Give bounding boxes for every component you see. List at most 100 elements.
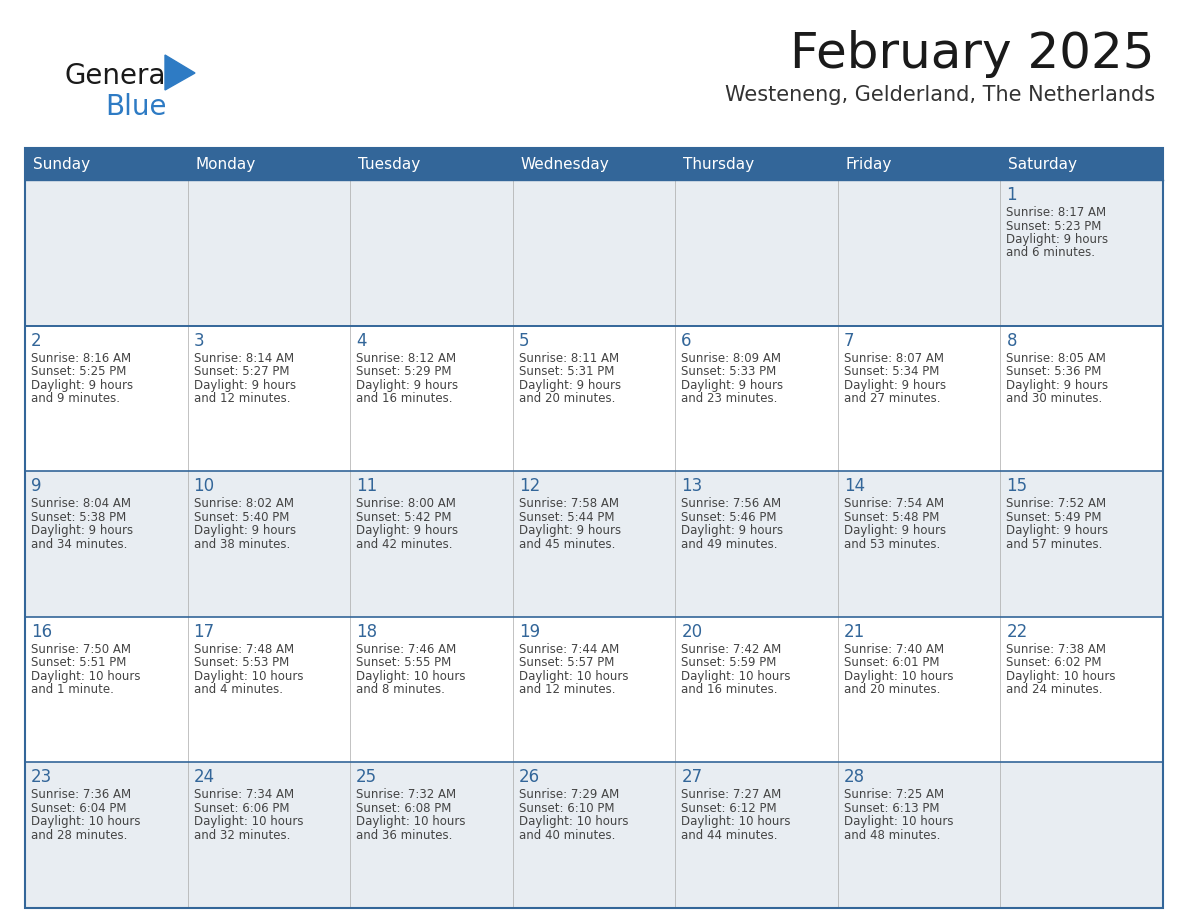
Text: Sunset: 6:12 PM: Sunset: 6:12 PM	[681, 802, 777, 815]
Text: Sunrise: 8:04 AM: Sunrise: 8:04 AM	[31, 498, 131, 510]
Text: Sunrise: 8:12 AM: Sunrise: 8:12 AM	[356, 352, 456, 364]
Bar	[25, 763, 1163, 908]
Text: Sunset: 5:38 PM: Sunset: 5:38 PM	[31, 510, 126, 523]
Text: Daylight: 9 hours: Daylight: 9 hours	[843, 378, 946, 392]
Text: and 57 minutes.: and 57 minutes.	[1006, 538, 1102, 551]
Text: Sunrise: 7:29 AM: Sunrise: 7:29 AM	[519, 789, 619, 801]
Text: and 36 minutes.: and 36 minutes.	[356, 829, 453, 842]
Text: Daylight: 10 hours: Daylight: 10 hours	[356, 815, 466, 828]
Bar	[25, 148, 188, 180]
Text: Friday: Friday	[846, 156, 892, 172]
Text: Daylight: 9 hours: Daylight: 9 hours	[1006, 524, 1108, 537]
Text: Sunrise: 8:00 AM: Sunrise: 8:00 AM	[356, 498, 456, 510]
Text: 23: 23	[31, 768, 52, 787]
Text: 14: 14	[843, 477, 865, 495]
Text: Sunrise: 8:02 AM: Sunrise: 8:02 AM	[194, 498, 293, 510]
Text: Daylight: 10 hours: Daylight: 10 hours	[356, 670, 466, 683]
Text: 18: 18	[356, 622, 378, 641]
Text: Sunset: 5:27 PM: Sunset: 5:27 PM	[194, 365, 289, 378]
Text: Sunset: 5:31 PM: Sunset: 5:31 PM	[519, 365, 614, 378]
Text: Sunrise: 7:25 AM: Sunrise: 7:25 AM	[843, 789, 944, 801]
Text: and 12 minutes.: and 12 minutes.	[194, 392, 290, 405]
Text: 22: 22	[1006, 622, 1028, 641]
Text: 1: 1	[1006, 186, 1017, 204]
Text: Sunrise: 7:42 AM: Sunrise: 7:42 AM	[681, 643, 782, 655]
Text: Sunset: 5:57 PM: Sunset: 5:57 PM	[519, 656, 614, 669]
Text: and 32 minutes.: and 32 minutes.	[194, 829, 290, 842]
Text: Sunrise: 7:40 AM: Sunrise: 7:40 AM	[843, 643, 944, 655]
Text: Sunrise: 7:44 AM: Sunrise: 7:44 AM	[519, 643, 619, 655]
Text: and 27 minutes.: and 27 minutes.	[843, 392, 941, 405]
Text: Daylight: 9 hours: Daylight: 9 hours	[681, 378, 783, 392]
Text: and 23 minutes.: and 23 minutes.	[681, 392, 778, 405]
Text: 3: 3	[194, 331, 204, 350]
Text: Sunrise: 7:52 AM: Sunrise: 7:52 AM	[1006, 498, 1106, 510]
Text: Sunrise: 8:17 AM: Sunrise: 8:17 AM	[1006, 206, 1106, 219]
Text: and 34 minutes.: and 34 minutes.	[31, 538, 127, 551]
Bar	[1000, 148, 1163, 180]
Text: 9: 9	[31, 477, 42, 495]
Text: and 45 minutes.: and 45 minutes.	[519, 538, 615, 551]
Bar	[838, 148, 1000, 180]
Text: Sunset: 5:53 PM: Sunset: 5:53 PM	[194, 656, 289, 669]
Text: Daylight: 10 hours: Daylight: 10 hours	[519, 815, 628, 828]
Text: Daylight: 9 hours: Daylight: 9 hours	[194, 524, 296, 537]
Text: and 30 minutes.: and 30 minutes.	[1006, 392, 1102, 405]
Text: and 24 minutes.: and 24 minutes.	[1006, 683, 1102, 696]
Text: Daylight: 10 hours: Daylight: 10 hours	[31, 670, 140, 683]
Bar	[25, 148, 1163, 908]
Text: 15: 15	[1006, 477, 1028, 495]
Text: Sunset: 5:34 PM: Sunset: 5:34 PM	[843, 365, 940, 378]
Text: 19: 19	[519, 622, 539, 641]
Text: 13: 13	[681, 477, 702, 495]
Text: 10: 10	[194, 477, 215, 495]
Text: 24: 24	[194, 768, 215, 787]
Text: Blue: Blue	[105, 93, 166, 121]
Text: and 28 minutes.: and 28 minutes.	[31, 829, 127, 842]
Text: and 49 minutes.: and 49 minutes.	[681, 538, 778, 551]
Text: and 6 minutes.: and 6 minutes.	[1006, 247, 1095, 260]
Text: Daylight: 9 hours: Daylight: 9 hours	[1006, 233, 1108, 246]
Text: Daylight: 9 hours: Daylight: 9 hours	[31, 378, 133, 392]
Text: 12: 12	[519, 477, 541, 495]
Text: Daylight: 9 hours: Daylight: 9 hours	[519, 378, 621, 392]
Text: Sunrise: 7:54 AM: Sunrise: 7:54 AM	[843, 498, 944, 510]
Text: Sunrise: 7:46 AM: Sunrise: 7:46 AM	[356, 643, 456, 655]
Text: Sunset: 5:36 PM: Sunset: 5:36 PM	[1006, 365, 1101, 378]
Text: February 2025: February 2025	[790, 30, 1155, 78]
Text: and 44 minutes.: and 44 minutes.	[681, 829, 778, 842]
Text: Sunrise: 7:58 AM: Sunrise: 7:58 AM	[519, 498, 619, 510]
Text: Daylight: 9 hours: Daylight: 9 hours	[194, 378, 296, 392]
Text: Sunset: 6:13 PM: Sunset: 6:13 PM	[843, 802, 940, 815]
Text: Sunset: 5:51 PM: Sunset: 5:51 PM	[31, 656, 126, 669]
Text: 20: 20	[681, 622, 702, 641]
Text: Daylight: 10 hours: Daylight: 10 hours	[519, 670, 628, 683]
Text: Daylight: 9 hours: Daylight: 9 hours	[681, 524, 783, 537]
Text: and 38 minutes.: and 38 minutes.	[194, 538, 290, 551]
Text: 2: 2	[31, 331, 42, 350]
Text: Sunrise: 8:07 AM: Sunrise: 8:07 AM	[843, 352, 943, 364]
Text: Sunset: 5:33 PM: Sunset: 5:33 PM	[681, 365, 777, 378]
Text: Daylight: 9 hours: Daylight: 9 hours	[519, 524, 621, 537]
Text: Sunrise: 7:34 AM: Sunrise: 7:34 AM	[194, 789, 293, 801]
Text: and 12 minutes.: and 12 minutes.	[519, 683, 615, 696]
Text: Sunday: Sunday	[33, 156, 90, 172]
Text: Thursday: Thursday	[683, 156, 754, 172]
Text: and 42 minutes.: and 42 minutes.	[356, 538, 453, 551]
Text: and 9 minutes.: and 9 minutes.	[31, 392, 120, 405]
Text: Sunrise: 7:50 AM: Sunrise: 7:50 AM	[31, 643, 131, 655]
Text: Sunset: 5:59 PM: Sunset: 5:59 PM	[681, 656, 777, 669]
Text: Sunset: 5:25 PM: Sunset: 5:25 PM	[31, 365, 126, 378]
Text: Sunset: 6:04 PM: Sunset: 6:04 PM	[31, 802, 126, 815]
Text: Daylight: 9 hours: Daylight: 9 hours	[31, 524, 133, 537]
Text: 21: 21	[843, 622, 865, 641]
Text: Daylight: 9 hours: Daylight: 9 hours	[1006, 378, 1108, 392]
Text: Sunset: 6:10 PM: Sunset: 6:10 PM	[519, 802, 614, 815]
Text: Daylight: 9 hours: Daylight: 9 hours	[356, 524, 459, 537]
Text: Sunrise: 7:38 AM: Sunrise: 7:38 AM	[1006, 643, 1106, 655]
Bar	[25, 617, 1163, 763]
Text: 25: 25	[356, 768, 378, 787]
Text: and 53 minutes.: and 53 minutes.	[843, 538, 940, 551]
Text: Sunset: 5:49 PM: Sunset: 5:49 PM	[1006, 510, 1102, 523]
Text: General: General	[65, 62, 175, 90]
